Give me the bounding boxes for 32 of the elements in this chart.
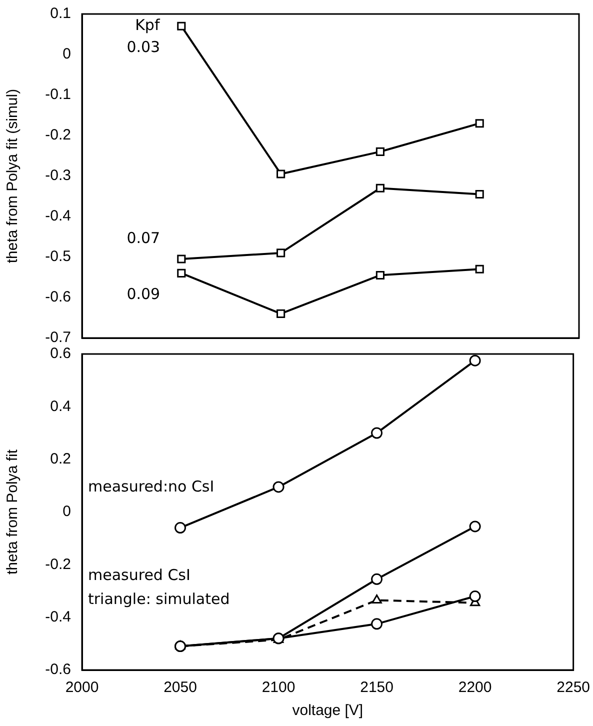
y-tick-label: -0.6	[45, 661, 71, 678]
series-label: 0.03	[126, 38, 160, 56]
x-tick-label: 2100	[262, 679, 296, 696]
y-tick-label: -0.4	[45, 208, 71, 225]
x-tick-label: 2250	[556, 679, 590, 696]
annotation: triangle: simulated	[88, 590, 230, 608]
y-tick-label: 0	[62, 46, 71, 63]
y-tick-label: 0.4	[50, 398, 71, 415]
x-tick-label: 2200	[458, 679, 492, 696]
y-axis-title: theta from Polya fit	[4, 448, 22, 575]
y-tick-label: -0.1	[45, 86, 71, 104]
y-tick-label: -0.2	[45, 126, 71, 144]
legend-title: Kpf	[135, 16, 160, 34]
y-tick-label: -0.6	[45, 288, 71, 306]
x-tick-label: 2150	[360, 679, 394, 696]
y-axis-title: theta from Polya fit (simul)	[4, 88, 22, 264]
annotation: measured CsI	[88, 566, 190, 584]
y-tick-label: -0.2	[45, 556, 71, 573]
series-label: 0.09	[126, 285, 160, 304]
y-tick-label: -0.7	[45, 329, 71, 346]
y-tick-label: 0.6	[50, 345, 71, 362]
x-tick-label: 2000	[65, 679, 99, 696]
y-tick-label: -0.4	[45, 608, 71, 626]
series-label: measured:no CsI	[88, 478, 214, 496]
x-tick-label: 2050	[164, 679, 197, 696]
y-tick-label: 0	[62, 503, 71, 520]
series-label: 0.07	[126, 228, 160, 247]
y-tick-label: -0.3	[45, 167, 71, 184]
y-tick-label: 0.2	[50, 450, 71, 468]
x-axis-title: voltage [V]	[292, 702, 364, 720]
y-tick-label: 0.1	[50, 5, 71, 22]
y-tick-label: -0.5	[45, 248, 71, 266]
